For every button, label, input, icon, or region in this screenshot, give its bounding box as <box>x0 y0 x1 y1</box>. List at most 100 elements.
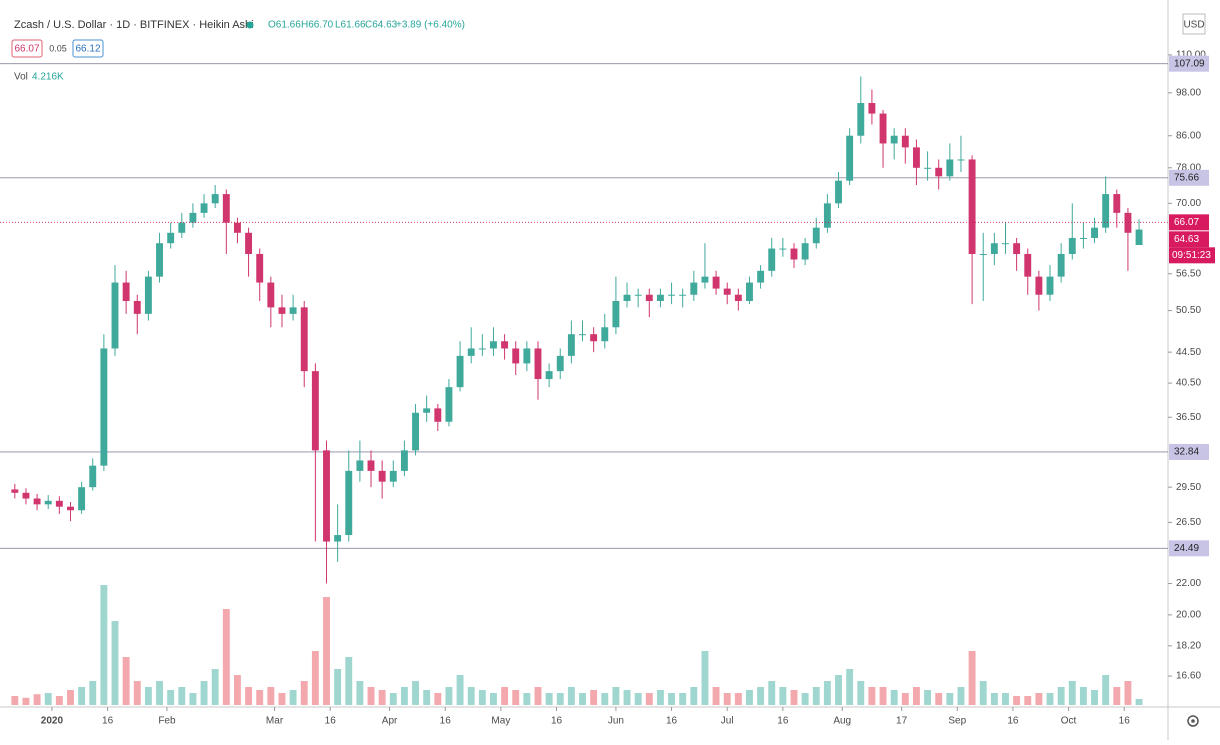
volume-bar <box>512 690 520 705</box>
x-tick-label: 16 <box>1007 716 1019 727</box>
candle-body <box>979 253 987 255</box>
buy-box[interactable] <box>72 39 104 58</box>
volume-bar <box>267 687 275 705</box>
candle-body <box>523 348 531 364</box>
candle-body <box>1013 243 1021 254</box>
candle-body <box>89 465 97 488</box>
volume-bar <box>679 693 687 705</box>
volume-bar <box>490 693 497 705</box>
volume-bar <box>690 687 698 705</box>
candle-body <box>590 334 598 342</box>
volume-bar <box>1091 690 1098 705</box>
candle-body <box>668 294 676 296</box>
volume-bar <box>723 693 731 705</box>
volume-bar <box>1024 696 1032 705</box>
x-tick-label: Jul <box>721 716 734 727</box>
volume-bar <box>701 651 709 705</box>
y-tick-label: 26.50 <box>1176 517 1201 528</box>
candle-body <box>323 450 330 542</box>
sell-price: 66.07 <box>14 44 39 55</box>
candle-body <box>990 243 998 254</box>
volume-bar <box>122 657 130 705</box>
volume-bar <box>11 696 19 705</box>
candle-body <box>1124 212 1132 233</box>
candle-body <box>1079 237 1087 239</box>
volume-bar <box>111 621 119 705</box>
volume-bar <box>22 697 30 705</box>
open-label: O61.66 <box>268 20 301 31</box>
volume-bar <box>144 687 152 705</box>
x-tick-label: 16 <box>440 716 452 727</box>
volume-bar <box>300 681 308 705</box>
volume-bar <box>189 693 197 705</box>
x-tick-label: 17 <box>896 716 908 727</box>
gear-center <box>1191 719 1195 723</box>
y-tick-label: 20.00 <box>1176 609 1201 620</box>
level-label: 24.49 <box>1174 543 1199 554</box>
candle-body <box>278 307 286 314</box>
volume-bar <box>89 681 97 705</box>
settings-icon[interactable] <box>1187 715 1199 727</box>
volume-bar <box>501 687 509 705</box>
volume-bar <box>734 693 742 705</box>
currency: USD <box>1183 20 1204 31</box>
candle-body <box>857 103 865 136</box>
volume-bar <box>456 675 464 705</box>
volume-bar <box>467 687 475 705</box>
candle-body <box>812 227 820 244</box>
candle-body <box>356 460 364 471</box>
volume-bar <box>1046 693 1054 705</box>
candle-body <box>434 408 442 422</box>
volume-bar <box>879 687 887 705</box>
candle-body <box>545 371 553 380</box>
y-tick-label: 78.00 <box>1176 162 1201 173</box>
volume-bar <box>823 681 831 705</box>
volume-bar <box>846 669 854 705</box>
volume-value: 4.216K <box>32 72 64 83</box>
volume-bar <box>289 690 297 705</box>
candle-body <box>100 348 108 466</box>
y-tick-label: 70.00 <box>1176 198 1201 209</box>
volume-bar <box>1135 699 1143 705</box>
volume-bar <box>378 690 386 705</box>
gear[interactable] <box>1187 715 1199 727</box>
volume-bar <box>323 597 330 705</box>
candle-body <box>178 222 186 233</box>
volume-bar <box>423 690 431 705</box>
x-tick-label: Mar <box>266 716 284 727</box>
close-label-bg <box>1169 231 1209 248</box>
candle-body <box>1091 227 1098 238</box>
candle-body <box>167 232 175 244</box>
candle-body <box>1102 194 1110 228</box>
volume-bar <box>590 690 598 705</box>
market-status[interactable] <box>246 21 254 29</box>
volume-bar <box>356 681 364 705</box>
candle-body <box>746 282 753 301</box>
candle-body <box>256 253 264 283</box>
level-label-bg <box>1169 540 1209 557</box>
candle-body <box>734 294 742 301</box>
y-tick-label: 36.50 <box>1176 412 1201 423</box>
candle-body <box>656 294 664 301</box>
volume-bar <box>757 687 765 705</box>
y-tick-label: 110.00 <box>1176 50 1206 61</box>
volume-bar <box>156 681 163 705</box>
volume-bar <box>278 693 286 705</box>
candle-body <box>556 355 564 372</box>
sell-box[interactable] <box>11 39 43 58</box>
candle-body <box>1057 253 1065 277</box>
candle-body <box>567 334 575 356</box>
candle-body <box>345 470 353 536</box>
candle-body <box>400 450 408 471</box>
volume-bar <box>634 693 642 705</box>
symbol-title: Zcash / U.S. Dollar · 1D · BITFINEX · He… <box>14 19 254 31</box>
currency-box[interactable] <box>1182 13 1206 35</box>
level-label-bg <box>1169 443 1209 460</box>
volume-bar <box>311 651 319 705</box>
close-label: C64.63 <box>365 20 398 31</box>
candle-body <box>679 294 687 296</box>
x-tick-label: Oct <box>1061 716 1077 727</box>
volume-bar <box>434 693 442 705</box>
volume-bar <box>990 693 998 705</box>
candle-body <box>33 498 41 505</box>
